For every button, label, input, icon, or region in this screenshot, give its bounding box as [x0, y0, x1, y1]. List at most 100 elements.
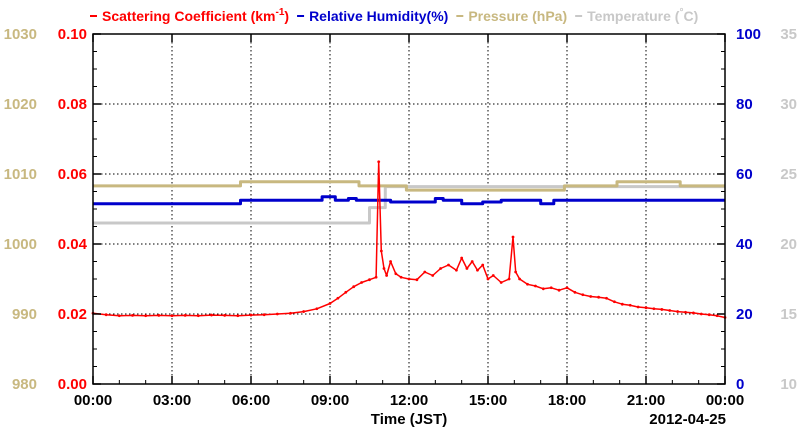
scattering-point [465, 267, 469, 270]
x-axis-title: Time (JST) [371, 411, 447, 428]
scattering-point [379, 249, 383, 253]
scattering-point [374, 275, 378, 279]
scattering-point [699, 312, 703, 316]
humidity-tick-label: 20 [736, 306, 753, 323]
scattering-point [315, 307, 319, 311]
temperature-tick-label: 30 [780, 96, 797, 113]
scattering-point [668, 309, 672, 312]
scattering-point [394, 272, 398, 276]
scattering-point [684, 310, 687, 314]
scattering-point [534, 284, 537, 288]
scattering-point [518, 277, 521, 281]
scattering-point [368, 278, 371, 282]
scattering-point [131, 314, 134, 317]
temperature-tick-label: 15 [780, 306, 797, 323]
humidity-tick-label: 40 [736, 236, 753, 253]
legend-item: Temperature (°C) [575, 7, 698, 24]
scattering-point [613, 300, 616, 304]
scattering-point [460, 256, 464, 260]
scattering-point [302, 310, 306, 313]
scattering-point [407, 277, 411, 281]
scattering-point [481, 263, 485, 267]
scattering-point [573, 290, 577, 294]
legend-label: Relative Humidity(%) [309, 8, 448, 24]
scattering-point [605, 296, 608, 300]
pressure-tick-label: 1020 [4, 96, 37, 113]
x-tick-label: 18:00 [548, 392, 586, 409]
x-tick-label: 12:00 [390, 392, 428, 409]
humidity-tick-label: 60 [736, 166, 753, 183]
scattering-point [581, 293, 585, 297]
scattering-point [620, 302, 624, 306]
scattering-point [170, 314, 174, 318]
scattering-point [526, 282, 529, 286]
relative-humidity-line [93, 195, 725, 206]
scattering-point [385, 274, 389, 277]
scattering-point [499, 281, 503, 284]
legend: Scattering Coefficient (km-1) Relative Hu… [90, 7, 698, 24]
scattering-tick-label: 0.08 [58, 96, 87, 113]
scattering-point [707, 313, 711, 317]
scattering-point [389, 260, 392, 263]
scattering-point [652, 307, 656, 311]
scattering-point [399, 275, 403, 279]
pressure-tick-label: 1030 [4, 26, 37, 43]
scattering-point [157, 314, 161, 317]
x-tick-label: 03:00 [153, 392, 191, 409]
scattering-point [636, 305, 640, 309]
scattering-point [715, 314, 719, 318]
scattering-point [382, 267, 386, 270]
scattering-point [328, 302, 332, 305]
scattering-point [289, 311, 292, 315]
scattering-point [541, 287, 545, 291]
temperature-tick-label: 25 [780, 166, 797, 183]
temperature-tick-label: 10 [780, 376, 797, 393]
scattering-point [511, 235, 515, 239]
legend-item: Scattering Coefficient (km-1) [90, 7, 289, 24]
scattering-point [431, 274, 435, 277]
scattering-point [377, 160, 381, 164]
scattering-point [447, 263, 450, 267]
legend-item: Relative Humidity(%) [297, 8, 448, 24]
scattering-point [476, 268, 479, 272]
scattering-point [486, 277, 490, 281]
scattering-point [455, 268, 458, 272]
scattering-point [470, 260, 474, 263]
scattering-point [336, 296, 340, 300]
pressure-tick-label: 980 [12, 376, 37, 393]
scattering-point [597, 295, 600, 299]
pressure-tick-label: 1010 [4, 166, 37, 183]
scattering-point [210, 313, 213, 317]
legend-item: Pressure (hPa) [456, 8, 567, 24]
humidity-tick-label: 0 [736, 376, 744, 393]
legend-label: Scattering Coefficient (km-1) [102, 7, 289, 24]
humidity-tick-label: 80 [736, 96, 753, 113]
scattering-point [628, 303, 632, 307]
scattering-point [589, 295, 593, 298]
scattering-tick-label: 0.02 [58, 306, 87, 323]
axis-ticks [92, 33, 726, 385]
date-label: 2012-04-25 [649, 411, 726, 428]
scattering-tick-label: 0.10 [58, 26, 87, 43]
scattering-point [196, 314, 200, 318]
x-tick-label: 15:00 [469, 392, 507, 409]
scattering-point [549, 286, 553, 290]
scattering-tick-label: 0.06 [58, 166, 87, 183]
grid [93, 34, 725, 384]
scattering-point [223, 314, 227, 317]
scattering-point [275, 312, 279, 316]
scattering-point [676, 310, 679, 313]
scattering-point [262, 313, 266, 317]
pressure-line [93, 180, 725, 192]
temperature-tick-label: 20 [780, 236, 797, 253]
x-tick-label: 06:00 [232, 392, 270, 409]
x-tick-label: 09:00 [311, 392, 349, 409]
x-tick-label: 00:00 [706, 392, 744, 409]
legend-label: Temperature (°C) [587, 7, 698, 24]
pressure-tick-label: 1000 [4, 236, 37, 253]
scattering-point [249, 313, 253, 317]
pressure-tick-label: 990 [12, 306, 37, 323]
scattering-point [660, 308, 664, 311]
scattering-point [117, 314, 121, 318]
